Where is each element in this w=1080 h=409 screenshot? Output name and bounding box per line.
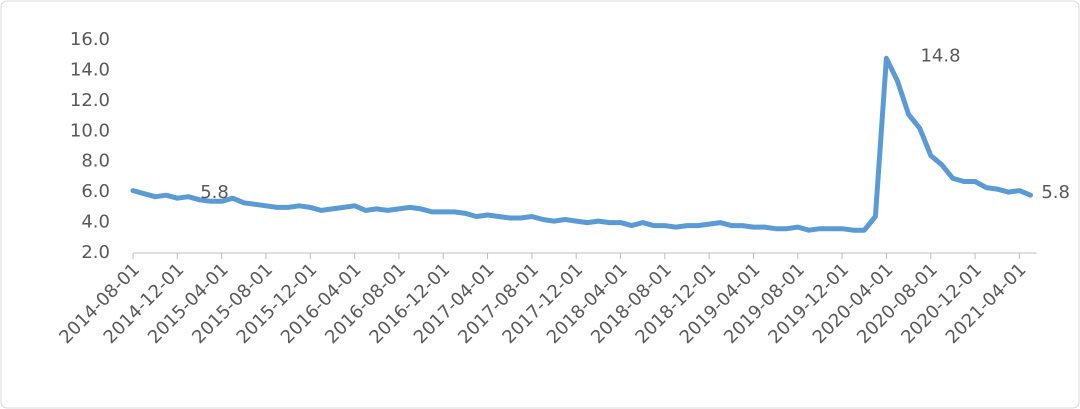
y-tick-label: 2.0 (81, 242, 110, 263)
y-tick-label: 10.0 (70, 120, 110, 141)
y-tick-label: 14.0 (70, 59, 110, 80)
data-label: 14.8 (920, 45, 960, 66)
y-tick-label: 8.0 (81, 151, 110, 172)
line-series (130, 55, 1033, 233)
data-label: 5.8 (1041, 182, 1070, 203)
y-tick-label: 4.0 (81, 212, 110, 233)
y-tick-label: 6.0 (81, 181, 110, 202)
y-tick-label: 12.0 (70, 90, 110, 111)
y-tick-label: 16.0 (70, 29, 110, 50)
data-label: 5.8 (200, 182, 229, 203)
